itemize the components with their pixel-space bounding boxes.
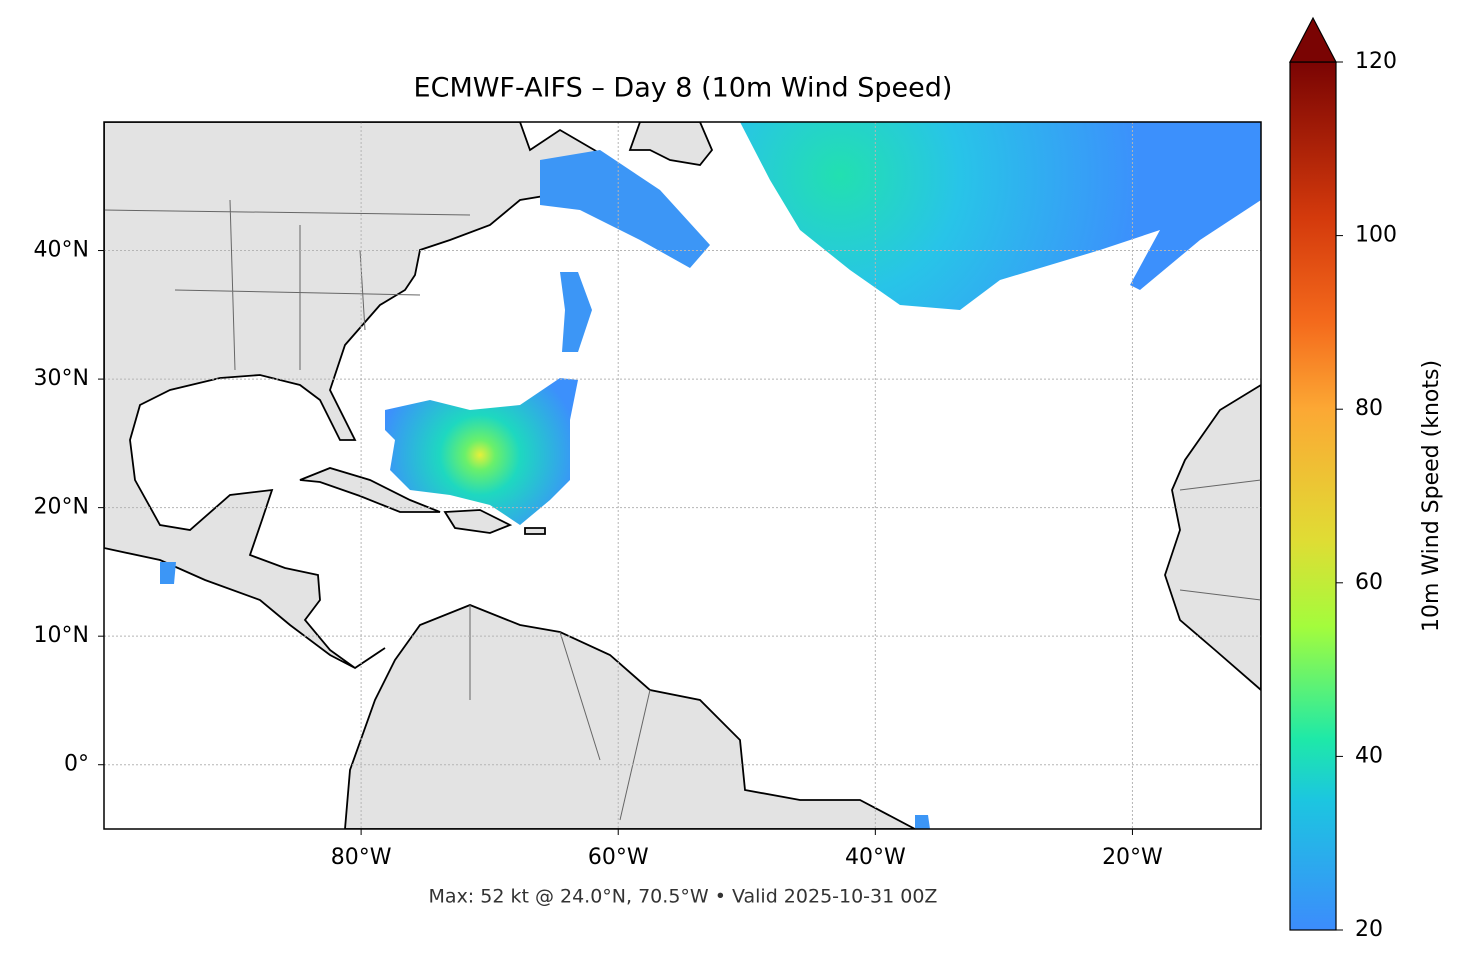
newfoundland — [628, 122, 714, 166]
y-tick-label: 20°N — [34, 495, 89, 520]
colorbar-tick-label: 40 — [1355, 743, 1383, 768]
colorbar-tick-label: 20 — [1355, 917, 1383, 942]
colorbar-tick-label: 60 — [1355, 570, 1383, 595]
colorbar-label: 10m Wind Speed (knots) — [1419, 360, 1444, 632]
x-tick-label: 60°W — [588, 845, 649, 870]
colorbar-tick-label: 100 — [1355, 223, 1397, 248]
colorbar-tick-label: 120 — [1355, 49, 1397, 74]
wind-field — [385, 378, 578, 525]
map-title: ECMWF-AIFS – Day 8 (10m Wind Speed) — [414, 73, 953, 104]
y-tick-label: 30°N — [34, 366, 89, 391]
cuba — [299, 467, 441, 513]
map-area — [104, 122, 1261, 829]
wind-field — [740, 122, 1261, 310]
y-tick-label: 40°N — [34, 238, 89, 263]
map-frame — [103, 121, 1262, 830]
north-america — [104, 122, 622, 670]
borders — [104, 199, 1261, 821]
x-tick-label: 20°W — [1102, 845, 1163, 870]
x-tick-label: 40°W — [845, 845, 906, 870]
y-tick-label: 10°N — [34, 623, 89, 648]
y-tick-label: 0° — [64, 752, 89, 777]
colorbar-tick-label: 80 — [1355, 396, 1383, 421]
hispaniola — [443, 509, 513, 534]
footer: Max: 52 kt @ 24.0°N, 70.5°W • Valid 2025… — [429, 886, 938, 908]
x-tick-label: 80°W — [331, 845, 392, 870]
south-america — [344, 604, 916, 829]
colorbar-extend — [1289, 16, 1337, 63]
colorbar — [1289, 61, 1337, 931]
puerto-rico — [524, 527, 546, 535]
africa — [1164, 383, 1261, 692]
